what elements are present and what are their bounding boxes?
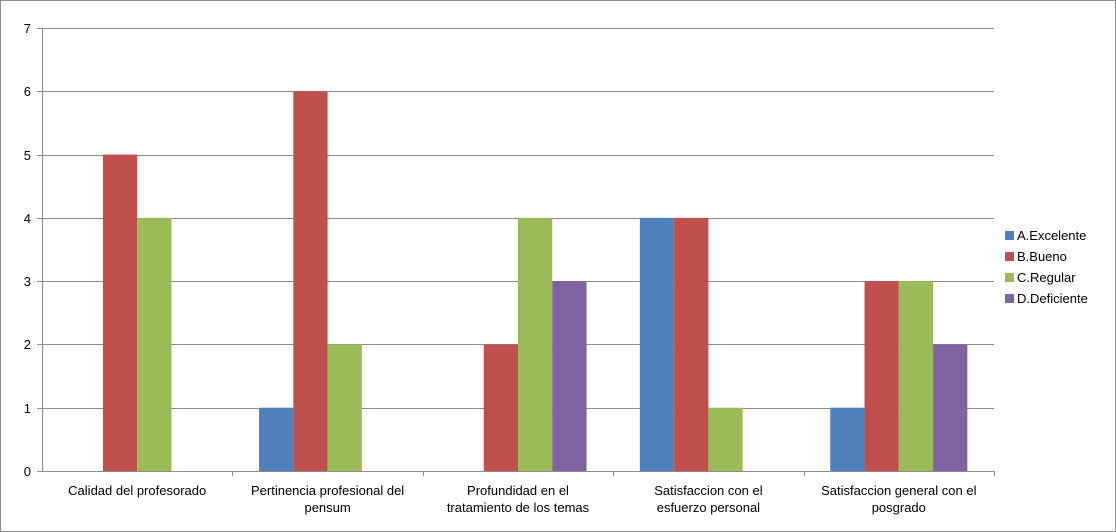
x-tick-labels: Calidad del profesorado Pertinencia profe… [68,483,976,515]
legend-swatch [1005,294,1014,303]
y-tick-label: 3 [24,274,31,289]
x-tick-label: Satisfaccion con el [654,483,763,498]
legend-swatch [1005,252,1014,261]
legend: A.Excelente B.Bueno C.Regular D.Deficiente [1005,228,1088,306]
bar-a-excelente [259,407,294,471]
x-tick-label: esfuerzo personal [657,500,760,515]
bar-b-bueno [293,91,328,471]
bar-a-excelente [639,217,675,471]
legend-label: A.Excelente [1017,228,1086,243]
bar-c-regular [518,217,553,471]
legend-swatch [1005,231,1014,240]
bars [102,91,968,471]
y-tick-label: 7 [24,21,31,36]
bar-b-bueno [674,217,709,471]
y-tick-label: 4 [24,211,31,226]
x-tick-label: Profundidad en el [467,483,569,498]
bar-c-regular [327,344,362,471]
legend-label: B.Bueno [1017,249,1067,264]
bar-b-bueno [483,344,518,471]
bar-d-deficiente [552,281,587,471]
legend-label: C.Regular [1017,270,1076,285]
bar-a-excelente [830,407,865,471]
x-tick-label: posgrado [872,500,926,515]
y-tick-label: 2 [24,337,31,352]
x-tick-label: pensum [304,500,350,515]
y-tick-label: 6 [24,84,31,99]
y-tick-label: 1 [24,401,31,416]
bar-b-bueno [102,154,138,471]
axes [37,28,995,476]
x-tick-label: Pertinencia profesional del [251,483,404,498]
bar-b-bueno [864,281,899,471]
legend-label: D.Deficiente [1017,291,1088,306]
y-tick-label: 5 [24,148,31,163]
x-tick-label: Satisfaccion general con el [821,483,976,498]
y-tick-label: 0 [24,464,31,479]
bar-c-regular [898,281,934,471]
y-tick-labels: 0 1 2 3 4 5 6 7 [24,21,31,479]
bar-c-regular [137,217,172,471]
legend-swatch [1005,273,1014,282]
x-tick-label: Calidad del profesorado [68,483,206,498]
x-tick-label: tratamiento de los temas [447,500,590,515]
bar-d-deficiente [933,344,968,471]
bar-c-regular [708,407,743,471]
